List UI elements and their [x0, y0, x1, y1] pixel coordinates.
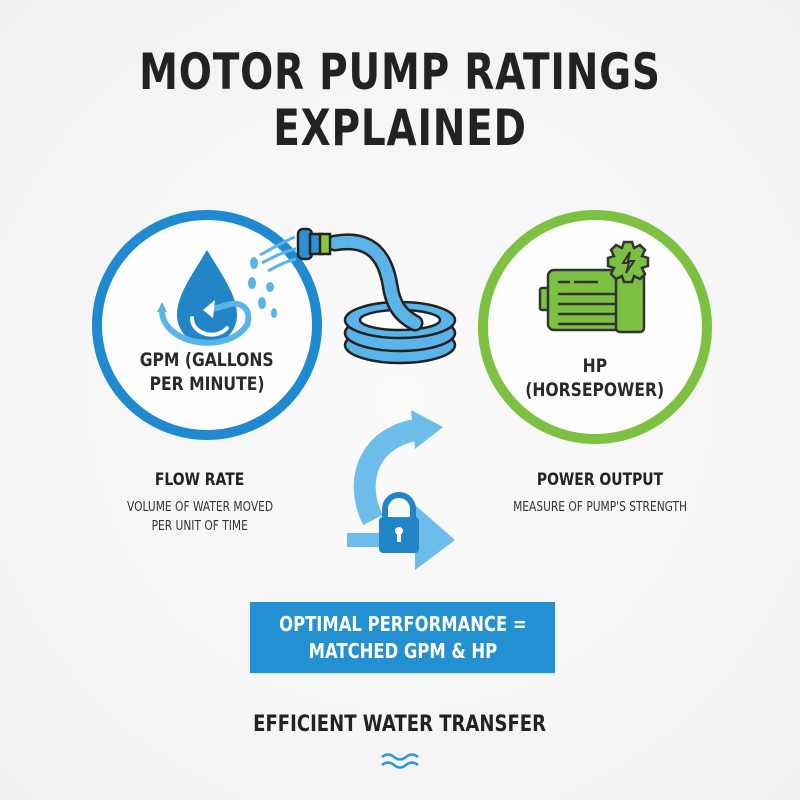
hp-circle: HP (HORSEPOWER): [478, 210, 712, 444]
garden-hose-icon: [248, 227, 457, 365]
flow-rate-description: VOLUME OF WATER MOVED PER UNIT OF TIME: [126, 500, 274, 534]
footer-text: EFFICIENT WATER TRANSFER: [253, 712, 547, 737]
motor-gear-lightning-icon: [538, 240, 650, 334]
optimal-performance-banner: OPTIMAL PERFORMANCE = MATCHED GPM & HP: [250, 602, 555, 673]
water-drop-cycle-icon: [157, 250, 252, 346]
hp-label: HP (HORSEPOWER): [525, 355, 665, 401]
water-waves-icon: [381, 753, 419, 769]
gpm-label: GPM (GALLONS PER MINUTE): [140, 349, 274, 395]
curved-arrow-lock-icon: [347, 410, 455, 570]
power-output-heading: POWER OUTPUT: [536, 470, 664, 490]
gpm-circle: GPM (GALLONS PER MINUTE): [92, 210, 322, 440]
page-title-line2: EXPLAINED: [273, 99, 527, 157]
flow-rate-heading: FLOW RATE: [155, 470, 245, 490]
power-output-description: MEASURE OF PUMP'S STRENGTH: [513, 500, 687, 515]
page-title-line1: MOTOR PUMP RATINGS: [139, 43, 661, 101]
